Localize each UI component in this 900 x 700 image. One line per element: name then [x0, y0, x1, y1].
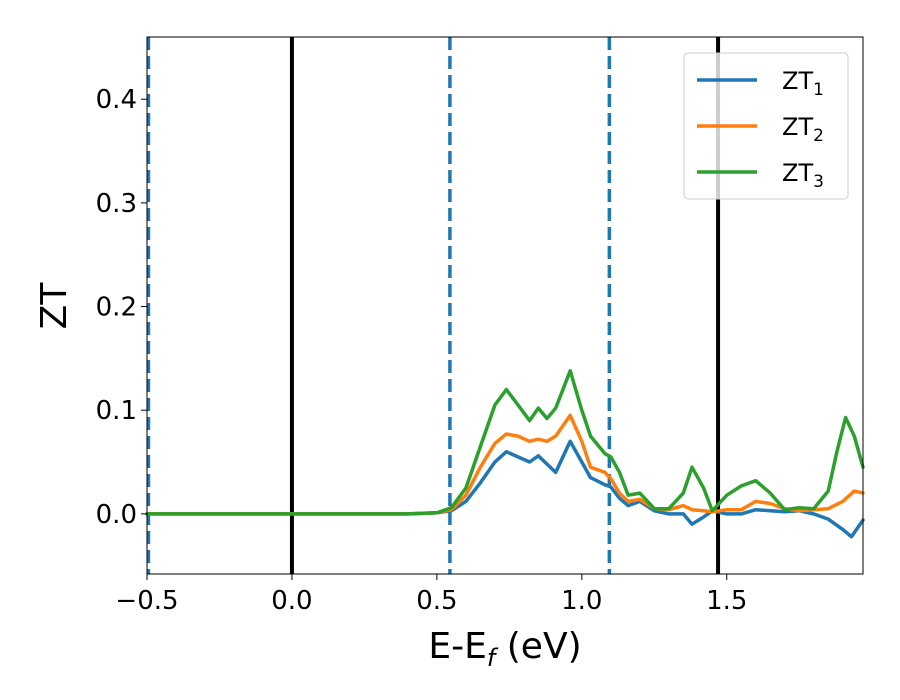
series-lines [145, 369, 865, 539]
y-tick-label: 0.0 [96, 500, 137, 530]
x-axis-label-unit: (eV) [495, 626, 581, 667]
x-tick-label: 0.0 [271, 586, 312, 616]
x-tick-label: 1.0 [561, 586, 602, 616]
x-tick-label: 1.5 [706, 586, 747, 616]
legend-box [683, 52, 849, 200]
y-tick-label: 0.3 [96, 189, 137, 219]
y-axis-ticks: 0.0 0.1 0.2 0.3 0.4 [96, 85, 147, 530]
y-axis-label: ZT [34, 282, 75, 330]
y-tick-label: 0.4 [96, 85, 137, 115]
legend-label-zt3: ZT3 [782, 159, 824, 192]
y-tick-label: 0.2 [96, 293, 137, 323]
legend-label-zt2: ZT2 [782, 113, 824, 146]
y-tick-label: 0.1 [96, 396, 137, 426]
legend-label-zt1: ZT1 [782, 67, 824, 100]
plot-area-frame [146, 36, 864, 575]
series-line-zt1 [145, 439, 865, 539]
x-tick-label: 0.5 [416, 586, 457, 616]
series-line-zt3 [145, 369, 865, 516]
x-axis-label: E-Ef (eV) [428, 626, 581, 672]
x-axis-ticks: −0.5 0.0 0.5 1.0 1.5 [115, 574, 747, 616]
legend: ZT1 ZT2 ZT3 [683, 52, 849, 200]
series-line-zt2 [145, 413, 865, 516]
x-tick-label: −0.5 [115, 586, 178, 616]
